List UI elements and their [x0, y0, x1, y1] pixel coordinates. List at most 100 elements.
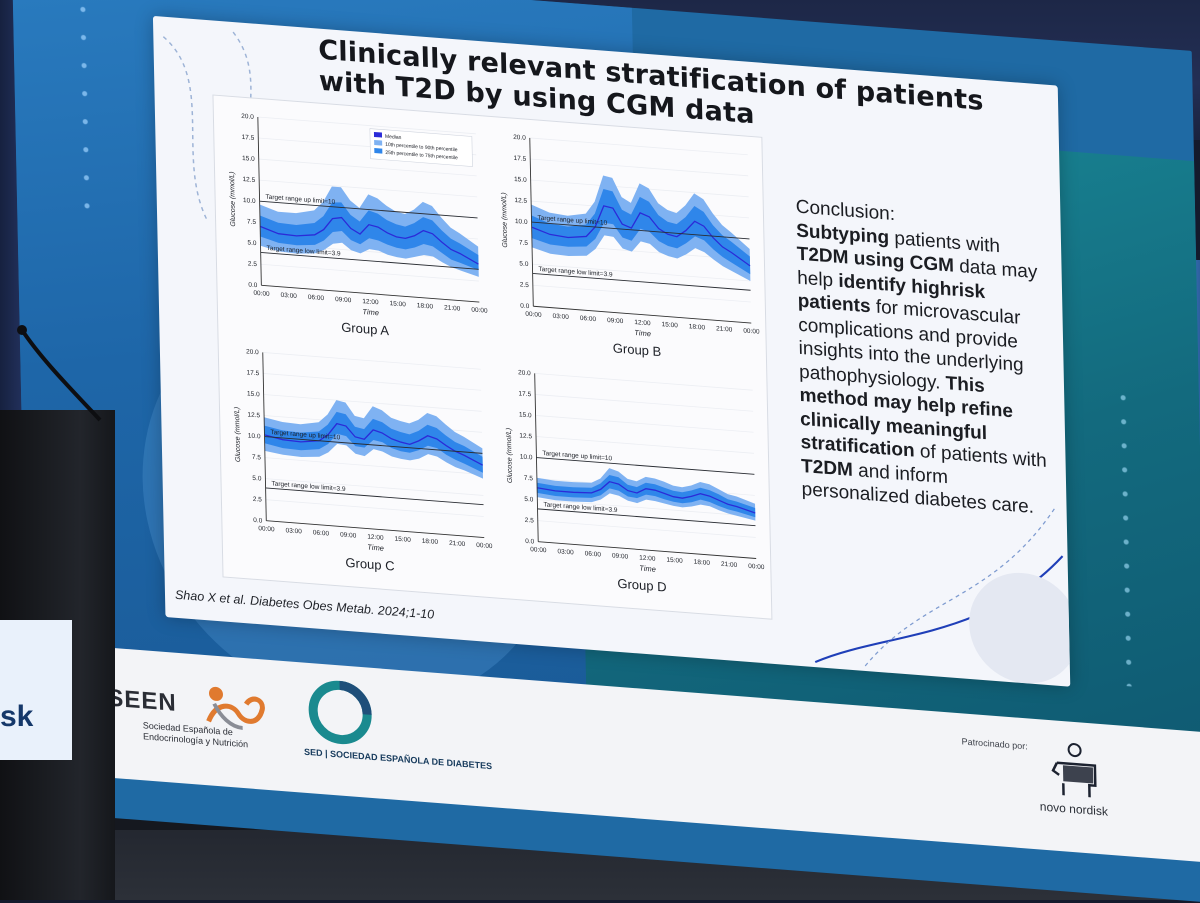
panel-group-c: Target range up limit=10 Target range low… — [229, 340, 494, 590]
grid-line — [536, 436, 754, 454]
sponsor-label: Patrocinado por: — [961, 736, 1028, 752]
x-tick-label: 15:00 — [390, 300, 407, 308]
y-axis-label: Glucose (mmol/L) — [229, 171, 237, 227]
seen-acronym: SEEN — [106, 684, 177, 717]
y-axis — [534, 373, 539, 542]
x-tick-label: 21:00 — [444, 304, 461, 312]
y-tick-label: 12.5 — [519, 432, 532, 440]
y-tick-label: 12.5 — [514, 197, 527, 205]
x-tick-label: 03:00 — [557, 548, 574, 556]
y-tick-label: 7.5 — [247, 218, 257, 226]
legend-label: 25th percentile to 75th percentile — [385, 150, 458, 162]
grid-line — [535, 394, 754, 412]
x-tick-label: 03:00 — [281, 292, 298, 300]
legend-label: Median — [385, 134, 402, 141]
legend-box — [369, 128, 473, 167]
slide: Clinically relevant stratification of pa… — [152, 15, 1071, 687]
y-tick-label: 15.0 — [247, 390, 260, 398]
y-tick-label: 17.5 — [242, 134, 255, 142]
target-range-line — [532, 272, 751, 291]
podium-logo-text: sk — [0, 700, 34, 733]
seen-logo-icon — [206, 686, 265, 730]
grid-line — [530, 158, 749, 177]
y-tick-label: 20.0 — [241, 113, 254, 121]
band-25-75 — [536, 474, 756, 518]
projection-screen: Clinically relevant stratification of pa… — [12, 0, 1200, 903]
y-tick-label: 20.0 — [518, 369, 531, 377]
y-tick-label: 17.5 — [518, 390, 531, 398]
grid-line — [263, 394, 482, 412]
y-tick-label: 15.0 — [514, 176, 527, 184]
y-tick-label: 10.0 — [515, 218, 528, 226]
grid-line — [257, 116, 476, 135]
y-tick-label: 2.5 — [520, 281, 530, 289]
target-range-line — [531, 221, 750, 240]
x-axis — [261, 284, 480, 303]
band-25-75 — [531, 189, 751, 275]
legend-swatch — [374, 147, 383, 154]
x-tick-label: 09:00 — [335, 296, 352, 304]
cgm-figure: Target range up limit=10 Target range low… — [212, 94, 773, 620]
x-tick-label: 00:00 — [253, 290, 270, 298]
x-axis — [538, 541, 757, 559]
y-tick-label: 17.5 — [247, 369, 260, 377]
x-tick-label: 21:00 — [721, 561, 738, 569]
legend-swatch — [374, 139, 383, 146]
y-tick-label: 2.5 — [253, 496, 263, 504]
sed-name: SED | SOCIEDAD ESPAÑOLA DE DIABETES — [303, 746, 493, 772]
legend-swatch — [373, 131, 383, 138]
x-tick-label: 03:00 — [286, 527, 303, 535]
conclusion-segment: T2DM — [800, 455, 854, 481]
sed-logo-icon — [308, 680, 372, 745]
podium-display — [0, 620, 72, 760]
x-axis — [266, 520, 485, 538]
band-25-75 — [264, 411, 483, 473]
target-range-line — [537, 508, 756, 527]
panel-group-a: Target range up limit=10 Target range low… — [224, 104, 489, 354]
grid-line — [529, 137, 748, 156]
x-tick-label: 06:00 — [308, 294, 325, 302]
x-tick-label: 03:00 — [553, 313, 570, 321]
y-tick-label: 10.0 — [243, 197, 256, 205]
x-tick-label: 06:00 — [580, 315, 597, 323]
grid-line — [263, 373, 482, 391]
conclusion-text: Conclusion: Subtyping patients with T2DM … — [795, 195, 1051, 520]
x-tick-label: 00:00 — [258, 525, 275, 533]
x-axis-label: Time — [634, 328, 651, 338]
x-tick-label: 18:00 — [417, 302, 434, 310]
y-tick-label: 0.0 — [253, 517, 263, 525]
grid-line — [532, 284, 751, 303]
target-range-line — [260, 252, 479, 270]
x-tick-label: 00:00 — [471, 306, 488, 314]
grid-line — [265, 478, 484, 496]
x-tick-label: 06:00 — [585, 550, 602, 558]
y-tick-label: 5.0 — [519, 260, 529, 268]
y-tick-label: 2.5 — [248, 260, 258, 268]
y-tick-label: 0.0 — [248, 281, 258, 289]
y-axis — [262, 352, 267, 521]
x-tick-label: 15:00 — [394, 536, 411, 544]
target-range-line — [536, 457, 755, 475]
y-tick-label: 5.0 — [247, 239, 257, 247]
x-tick-label: 00:00 — [530, 546, 547, 554]
y-axis-label: Glucose (mmol/L) — [234, 407, 242, 463]
grid-line — [265, 499, 484, 517]
panel-group-b: Target range up limit=10 Target range low… — [496, 125, 761, 375]
y-axis — [257, 116, 262, 286]
x-tick-label: 00:00 — [743, 327, 760, 335]
y-tick-label: 12.5 — [242, 176, 255, 184]
x-tick-label: 12:00 — [362, 298, 379, 306]
y-tick-label: 15.0 — [519, 411, 532, 419]
y-tick-label: 2.5 — [525, 517, 535, 525]
grid-line — [537, 520, 756, 538]
grid-line — [532, 263, 751, 282]
target-range-line — [264, 436, 483, 454]
x-tick-label: 00:00 — [748, 563, 765, 571]
x-tick-label: 09:00 — [612, 552, 629, 560]
grid-line — [535, 415, 754, 433]
grid-line — [258, 158, 477, 177]
x-tick-label: 12:00 — [367, 534, 384, 542]
